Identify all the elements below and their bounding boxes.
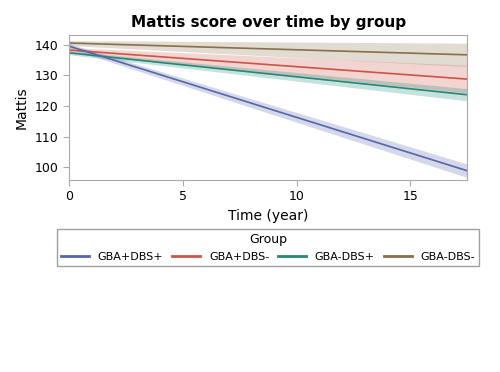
- Title: Mattis score over time by group: Mattis score over time by group: [130, 15, 406, 30]
- X-axis label: Time (year): Time (year): [228, 209, 308, 223]
- Legend: GBA+DBS+, GBA+DBS-, GBA-DBS+, GBA-DBS-: GBA+DBS+, GBA+DBS-, GBA-DBS+, GBA-DBS-: [57, 228, 480, 266]
- Y-axis label: Mattis: Mattis: [15, 86, 29, 129]
